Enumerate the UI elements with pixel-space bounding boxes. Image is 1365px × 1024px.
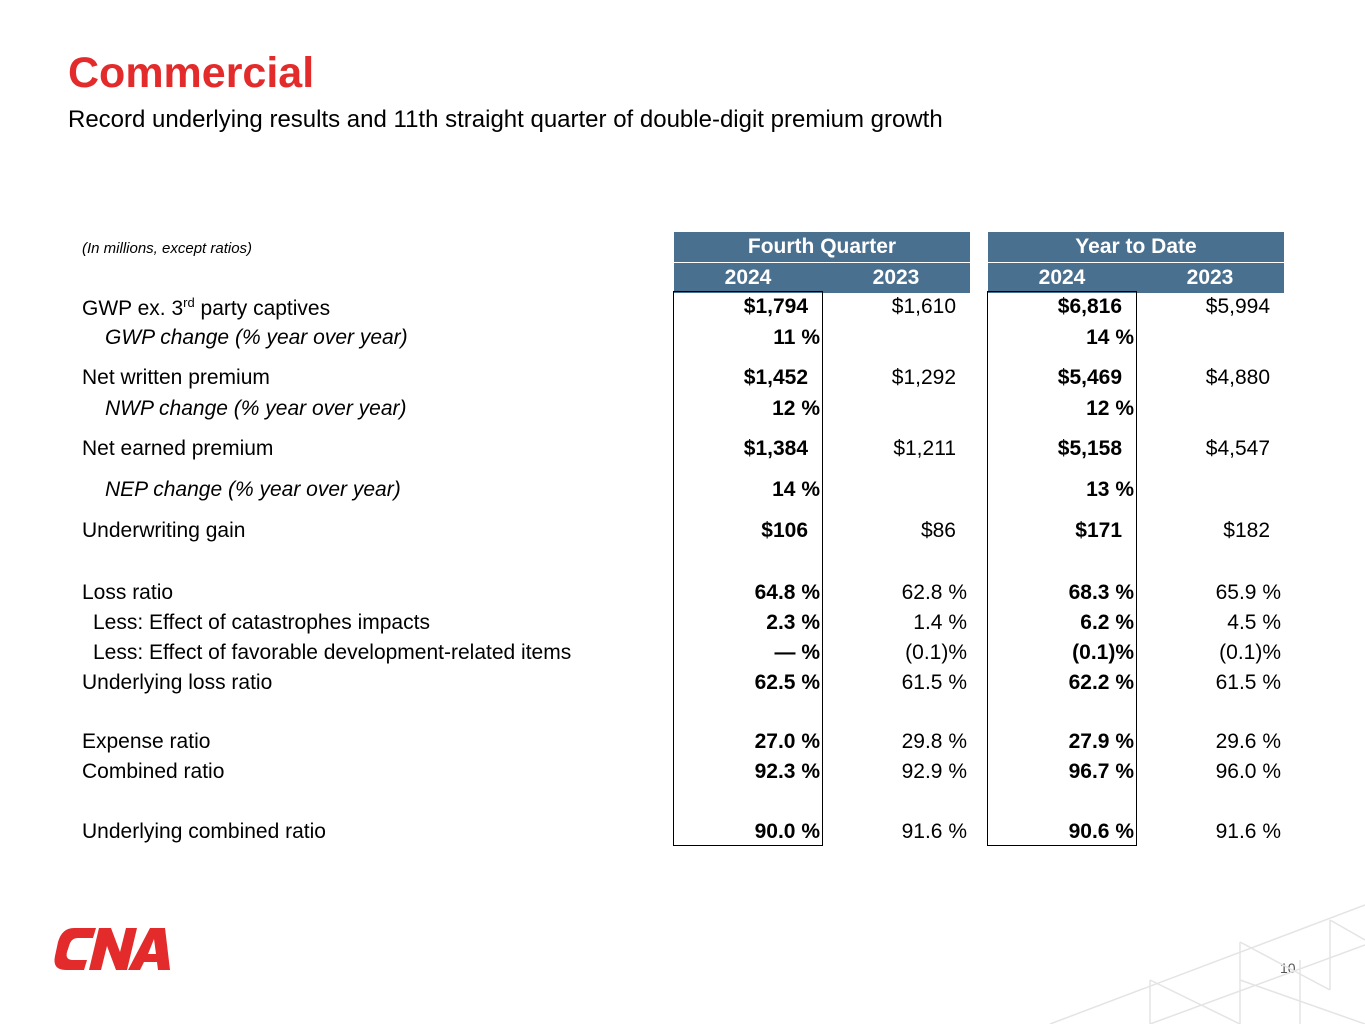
header-q4-2024: 2024 xyxy=(674,263,822,293)
table-cell: 1.4 % xyxy=(913,611,967,634)
table-cell: $1,794 xyxy=(743,295,808,318)
table-cell: $86 xyxy=(920,519,956,542)
table-cell: 14 % xyxy=(1086,326,1134,349)
page-subtitle: Record underlying results and 11th strai… xyxy=(68,106,943,133)
table-cell: 13 % xyxy=(1086,478,1134,501)
table-cell: 64.8 % xyxy=(754,581,820,604)
row-label: Less: Effect of favorable development-re… xyxy=(93,641,572,664)
table-cell: $1,384 xyxy=(743,437,808,460)
table-cell: $106 xyxy=(761,519,808,542)
table-cell: $171 xyxy=(1075,519,1122,542)
table-cell: 12 % xyxy=(1086,397,1134,420)
table-cell: 90.6 % xyxy=(1068,820,1134,843)
row-label: Underwriting gain xyxy=(82,519,246,542)
table-cell: 27.0 % xyxy=(754,730,820,753)
table-cell: 11 % xyxy=(773,326,820,349)
table-cell: 62.5 % xyxy=(754,671,820,694)
table-cell: (0.1)% xyxy=(1219,641,1281,664)
table-cell: $182 xyxy=(1223,519,1270,542)
row-label: GWP change (% year over year) xyxy=(105,326,408,349)
table-cell: 62.2 % xyxy=(1068,671,1134,694)
table-cell: $5,158 xyxy=(1057,437,1122,460)
table-cell: 68.3 % xyxy=(1068,581,1134,604)
row-label: Net earned premium xyxy=(82,437,274,460)
table-cell: 2.3 % xyxy=(766,611,820,634)
table-cell: 61.5 % xyxy=(901,671,967,694)
row-label: NEP change (% year over year) xyxy=(105,478,401,501)
table-cell: 6.2 % xyxy=(1080,611,1134,634)
page-title: Commercial xyxy=(68,49,315,97)
row-label: Loss ratio xyxy=(82,581,174,604)
table-cell: — % xyxy=(774,641,820,664)
row-label: Underlying loss ratio xyxy=(82,671,273,694)
table-cell: 29.8 % xyxy=(901,730,967,753)
table-cell: 29.6 % xyxy=(1215,730,1281,753)
decorative-lines xyxy=(1049,904,1365,1024)
header-ytd-2023: 2023 xyxy=(1136,263,1284,293)
table-cell: 4.5 % xyxy=(1227,611,1281,634)
table-cell: 96.0 % xyxy=(1215,760,1281,783)
table-cell: 92.9 % xyxy=(901,760,967,783)
header-ytd-2024: 2024 xyxy=(988,263,1136,293)
table-cell: 91.6 % xyxy=(901,820,967,843)
row-label: Net written premium xyxy=(82,366,270,389)
cna-logo xyxy=(54,928,170,970)
ytd-2024-highlight-box xyxy=(987,291,1137,846)
header-year-to-date: Year to Date xyxy=(988,232,1284,262)
table-cell: $1,292 xyxy=(891,366,956,389)
table-cell: 12 % xyxy=(772,397,820,420)
table-cell: $1,211 xyxy=(893,437,956,460)
row-label: Expense ratio xyxy=(82,730,211,753)
table-cell: (0.1)% xyxy=(905,641,967,664)
q4-2024-highlight-box xyxy=(673,291,823,846)
table-cell: $4,547 xyxy=(1205,437,1270,460)
row-label: Underlying combined ratio xyxy=(82,820,326,843)
table-cell: $6,816 xyxy=(1057,295,1122,318)
row-label: Combined ratio xyxy=(82,760,225,783)
table-cell: $5,469 xyxy=(1057,366,1122,389)
table-cell: 27.9 % xyxy=(1068,730,1134,753)
table-cell: 92.3 % xyxy=(754,760,820,783)
table-cell: 61.5 % xyxy=(1215,671,1281,694)
table-cell: 91.6 % xyxy=(1215,820,1281,843)
table-cell: 65.9 % xyxy=(1215,581,1281,604)
table-cell: 14 % xyxy=(772,478,820,501)
header-q4-2023: 2023 xyxy=(822,263,970,293)
units-note: (In millions, except ratios) xyxy=(82,240,253,257)
table-cell: $5,994 xyxy=(1205,295,1270,318)
row-label: Less: Effect of catastrophes impacts xyxy=(93,611,430,634)
table-cell: (0.1)% xyxy=(1072,641,1134,664)
table-cell: 96.7 % xyxy=(1068,760,1134,783)
table-cell: $1,610 xyxy=(891,295,956,318)
table-cell: 90.0 % xyxy=(754,820,820,843)
table-cell: $4,880 xyxy=(1205,366,1270,389)
table-cell: $1,452 xyxy=(743,366,808,389)
table-cell: 62.8 % xyxy=(901,581,967,604)
row-label: NWP change (% year over year) xyxy=(105,397,407,420)
row-label: GWP ex. 3rd party captives xyxy=(82,295,331,320)
header-fourth-quarter: Fourth Quarter xyxy=(674,232,970,262)
